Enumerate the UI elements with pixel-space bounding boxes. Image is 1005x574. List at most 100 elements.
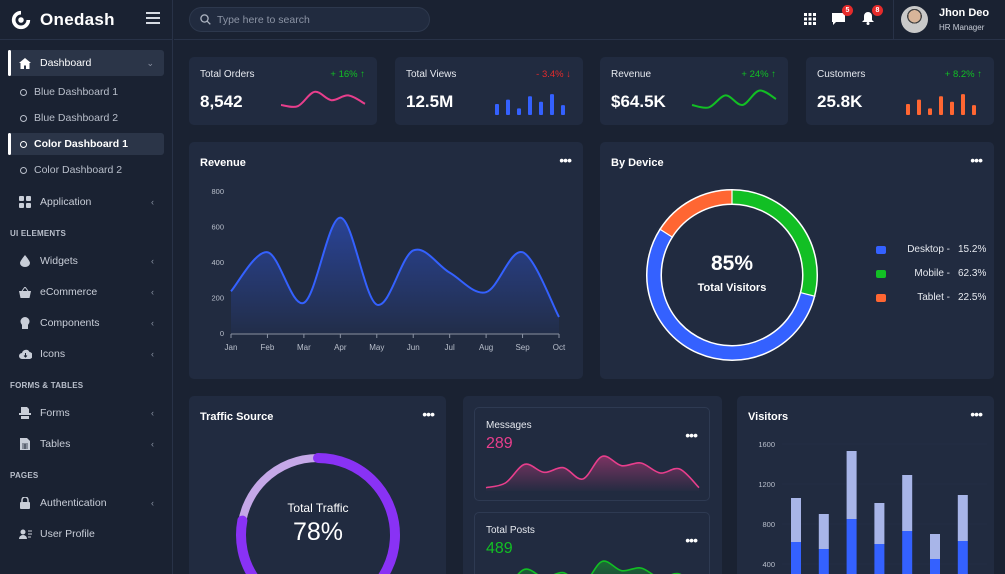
sidebar-item-widgets[interactable]: Widgets ‹ xyxy=(8,248,164,274)
sparkline-bar xyxy=(539,101,543,115)
stat-card-total-views: Total Views - 3.4% ↓ 12.5M xyxy=(395,57,583,125)
chat-icon xyxy=(832,13,845,25)
sidebar-subitem-color-dashboard-2[interactable]: Color Dashboard 2 xyxy=(8,159,164,181)
sidebar-item-tables[interactable]: Tables ‹ xyxy=(8,431,164,457)
more-options-icon[interactable]: ••• xyxy=(970,152,983,168)
donut-segment-tablet xyxy=(660,190,733,237)
sidebar-item-ecommerce[interactable]: eCommerce ‹ xyxy=(8,279,164,305)
posts-title: Total Posts xyxy=(486,525,535,536)
legend-swatch-icon xyxy=(876,269,886,278)
sidebar-item-authentication[interactable]: Authentication ‹ xyxy=(8,490,164,516)
chevron-left-icon: ‹ xyxy=(151,256,154,266)
donut-segment-desktop xyxy=(647,229,814,360)
sparkline-bar xyxy=(506,99,510,115)
notifications-button[interactable]: 8 xyxy=(862,5,883,26)
visitors-stacked-bar-chart: 400 800 1200 1600 xyxy=(758,440,987,574)
sparkline-bar xyxy=(561,105,565,115)
x-tick-label: Feb xyxy=(261,343,275,352)
messages-button[interactable]: 5 xyxy=(832,5,853,26)
stat-value: 8,542 xyxy=(200,92,243,111)
bar-segment-base xyxy=(874,544,885,574)
sidebar-item-components[interactable]: Components ‹ xyxy=(8,310,164,336)
more-options-icon[interactable]: ••• xyxy=(685,532,698,548)
sparkline-area xyxy=(486,456,699,491)
x-tick-label: Jul xyxy=(445,343,455,352)
bar-segment-top xyxy=(957,495,968,541)
search-input[interactable] xyxy=(217,13,417,26)
bar-segment-base xyxy=(957,541,968,574)
basket-icon xyxy=(18,285,32,299)
sparkline-bar xyxy=(495,104,499,115)
user-role: HR Manager xyxy=(939,23,985,32)
messages-title: Messages xyxy=(486,420,532,431)
sidebar-item-forms[interactable]: Forms ‹ xyxy=(8,400,164,426)
legend-item: Tablet - 22.5% xyxy=(876,292,986,303)
more-options-icon[interactable]: ••• xyxy=(970,406,983,422)
user-card-icon xyxy=(18,527,32,541)
sparkline-bar xyxy=(517,108,521,115)
bar-segment-top xyxy=(791,498,801,542)
posts-value: 489 xyxy=(486,540,513,557)
x-tick-label: Oct xyxy=(553,343,566,352)
legend-label: Tablet - xyxy=(917,292,950,303)
more-options-icon[interactable]: ••• xyxy=(422,406,435,422)
sparkline-bar xyxy=(950,101,954,115)
bell-icon xyxy=(862,12,874,25)
stat-change: - 3.4% ↓ xyxy=(536,69,571,80)
traffic-radial-gauge xyxy=(236,453,400,574)
sidebar-item-dashboard[interactable]: Dashboard ⌄ xyxy=(8,50,164,76)
menu-toggle-icon[interactable] xyxy=(146,12,160,24)
grid-icon xyxy=(18,195,32,209)
brand-logo-icon xyxy=(11,10,31,29)
legend-value: 62.3% xyxy=(958,268,987,279)
bar-segment-base xyxy=(930,559,940,574)
area-fill xyxy=(231,217,559,333)
y-tick-label: 400 xyxy=(211,258,224,267)
sidebar-subitem-color-dashboard-1[interactable]: Color Dashboard 1 xyxy=(8,133,164,155)
sidebar-item-application[interactable]: Application ‹ xyxy=(8,189,164,215)
stat-change: + 24% ↑ xyxy=(741,69,776,80)
bar-segment-top xyxy=(874,503,885,544)
y-tick-label: 200 xyxy=(211,294,224,303)
y-tick-label: 1600 xyxy=(758,440,775,449)
sparkline-bar xyxy=(528,96,532,115)
section-label-forms-tables: FORMS & TABLES xyxy=(10,381,84,390)
traffic-label: Total Traffic xyxy=(287,501,349,515)
avatar[interactable] xyxy=(901,6,928,33)
area-line xyxy=(230,216,560,318)
legend-label: Desktop - xyxy=(907,244,950,255)
sidebar-subitem-blue-dashboard-1[interactable]: Blue Dashboard 1 xyxy=(8,81,164,103)
messages-posts-card: Messages 289 ••• Total Posts 489 ••• xyxy=(463,396,722,574)
card-title: Visitors xyxy=(748,411,789,423)
bar-segment-top xyxy=(818,514,829,549)
donut-center-label: Total Visitors xyxy=(697,282,767,294)
cloud-download-icon xyxy=(18,347,32,361)
stat-sparkline xyxy=(906,94,976,115)
home-icon xyxy=(18,56,32,70)
apps-grid-icon[interactable] xyxy=(804,12,818,26)
legend-swatch-icon xyxy=(876,245,886,254)
chevron-left-icon: ‹ xyxy=(151,197,154,207)
legend-swatch-icon xyxy=(876,293,886,302)
search-box[interactable] xyxy=(189,7,430,32)
sidebar-item-label: Dashboard xyxy=(40,57,92,69)
sidebar-subitem-label: Color Dashboard 1 xyxy=(34,138,128,150)
sidebar-item-icons[interactable]: Icons ‹ xyxy=(8,341,164,367)
user-name[interactable]: Jhon Deo xyxy=(939,7,990,19)
donut-center-value: 85% xyxy=(710,252,754,275)
donut-segment-mobile xyxy=(731,190,817,297)
y-tick-label: 400 xyxy=(762,560,775,569)
sidebar-subitem-blue-dashboard-2[interactable]: Blue Dashboard 2 xyxy=(8,107,164,129)
posts-sparkline xyxy=(517,560,682,574)
sparkline-bar xyxy=(550,94,554,115)
sidebar-subitem-label: Blue Dashboard 1 xyxy=(34,86,119,98)
droplet-icon xyxy=(18,254,32,268)
chevron-left-icon: ‹ xyxy=(151,408,154,418)
legend-value: 15.2% xyxy=(958,244,987,255)
more-options-icon[interactable]: ••• xyxy=(559,152,572,168)
notifications-badge: 8 xyxy=(872,5,883,16)
sidebar-item-user-profile[interactable]: User Profile xyxy=(8,521,164,547)
stat-sparkline xyxy=(691,89,777,109)
visitors-card: Visitors ••• 400 800 1200 1600 xyxy=(737,396,994,574)
more-options-icon[interactable]: ••• xyxy=(685,427,698,443)
